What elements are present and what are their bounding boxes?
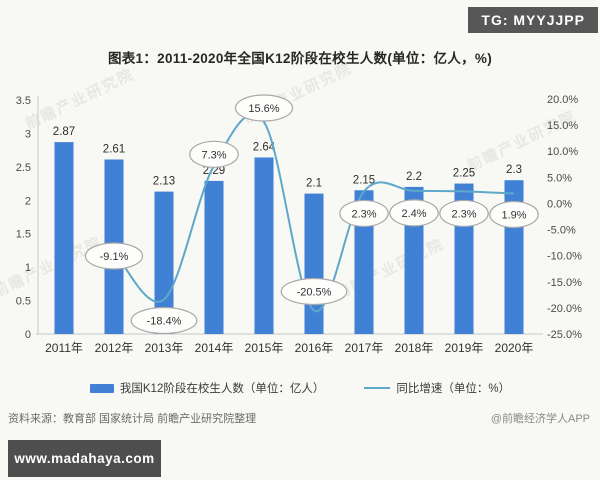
growth-value-label: -20.5%: [297, 287, 332, 299]
bar-value-label: 2.3: [506, 164, 522, 176]
growth-label-bubble: [84, 242, 144, 270]
publisher-credit: @前瞻经济学人APP: [490, 413, 590, 425]
right-axis-tick: 5.0%: [547, 172, 572, 184]
bar-value-label: 2.25: [453, 168, 475, 180]
source-row: 资料来源：教育部 国家统计局 前瞻产业研究院整理 @前瞻经济学人APP: [8, 410, 590, 426]
right-axis-tick: 10.0%: [547, 146, 578, 158]
growth-value-label: 2.4%: [401, 208, 426, 220]
bar-value-label: 2.64: [253, 141, 276, 153]
left-axis-tick: 3.5: [16, 95, 31, 107]
bar-2011年: [54, 142, 74, 334]
right-axis-tick: 20.0%: [547, 94, 578, 106]
growth-value-label: 1.9%: [501, 210, 526, 222]
bar-value-label: 2.87: [53, 126, 75, 138]
bar-value-label: 2.13: [153, 176, 175, 188]
x-axis-label: 2015年: [245, 341, 284, 355]
growth-label-bubble: [280, 277, 348, 306]
chart-area: 3.5 3 2.5 2 1.5 1 0.5 0 20.0% 15.0% 10.0% 5.0% 0.0% -…: [0, 76, 600, 382]
right-axis-tick: 15.0%: [547, 120, 578, 132]
chart-title: 图表1：2011-2020年全国K12阶段在校生人数(单位：亿人，%): [107, 51, 493, 66]
x-axis-label: 2017年: [345, 341, 384, 355]
left-axis-tick: 0: [25, 329, 31, 341]
bar-2016年: [304, 193, 324, 334]
bar-value-label: 2.15: [353, 174, 375, 186]
growth-value-label: 7.3%: [201, 149, 226, 161]
right-axis-tick: -5.0%: [547, 225, 576, 237]
bar-2014年: [204, 180, 224, 334]
growth-label-bubble: [489, 200, 539, 229]
x-axis-label: 2020年: [495, 341, 534, 355]
growth-value-label: -18.4%: [147, 316, 182, 328]
growth-label-bubble: [189, 140, 239, 168]
growth-value-label: 2.3%: [351, 208, 376, 220]
bar-2015年: [254, 157, 274, 334]
legend-item-growth: 同比增速（单位：%）: [364, 380, 510, 396]
right-axis-tick: -15.0%: [547, 277, 582, 289]
legend-item-students: 我国K12阶段在校生人数（单位：亿人）: [89, 380, 325, 396]
right-axis-tick: -10.0%: [547, 251, 582, 263]
legend-label: 我国K12阶段在校生人数（单位：亿人）: [119, 383, 325, 395]
data-source-text: 资料来源：教育部 国家统计局 前瞻产业研究院整理: [8, 413, 257, 425]
x-axis-label: 2016年: [295, 341, 334, 355]
growth-label-bubble: [234, 94, 294, 122]
left-axis-tick: 3: [25, 128, 31, 140]
chart-legend: 我国K12阶段在校生人数（单位：亿人） 同比增速（单位：%）: [0, 380, 600, 396]
right-axis-tick: 0.0%: [547, 198, 572, 210]
bar-series-swatch: [89, 383, 114, 393]
bar-value-label: 2.61: [103, 144, 125, 156]
x-axis-label: 2014年: [195, 341, 234, 355]
x-axis-label: 2011年: [45, 341, 83, 355]
bar-value-label: 2.29: [203, 165, 225, 177]
growth-value-label: -9.1%: [100, 251, 129, 263]
right-axis-tick: -20.0%: [547, 303, 582, 315]
left-axis-tick: 2: [25, 195, 31, 207]
growth-label-bubble: [130, 306, 198, 335]
left-axis-tick: 0.5: [16, 296, 31, 308]
left-axis-tick: 1: [25, 262, 31, 274]
growth-label-bubble: [389, 199, 439, 227]
growth-label-bubble: [339, 199, 389, 228]
growth-value-label: 2.3%: [451, 208, 476, 220]
line-series-swatch: [364, 387, 391, 389]
x-axis-label: 2013年: [145, 341, 184, 355]
x-axis-label: 2012年: [95, 341, 134, 355]
bar-value-label: 2.2: [406, 171, 422, 183]
growth-label-bubble: [439, 199, 489, 228]
chart-canvas: 3.5 3 2.5 2 1.5 1 0.5 0 20.0% 15.0% 10.0% 5.0% 0.0% -…: [16, 94, 582, 355]
bar-2013年: [154, 191, 174, 334]
legend-label: 同比增速（单位：%）: [396, 383, 511, 395]
telegram-badge: TG: MYYJJPP: [468, 7, 598, 33]
growth-value-label: 15.6%: [248, 103, 279, 115]
left-axis-tick: 1.5: [16, 229, 31, 241]
website-watermark-bar: www.madahaya.com: [8, 440, 161, 477]
growth-line: [113, 113, 515, 313]
x-axis-label: 2018年: [395, 341, 434, 355]
left-axis-tick: 2.5: [16, 162, 31, 174]
right-axis-tick: -25.0%: [547, 329, 582, 341]
x-axis-label: 2019年: [445, 341, 484, 355]
bar-value-label: 2.1: [306, 178, 322, 190]
